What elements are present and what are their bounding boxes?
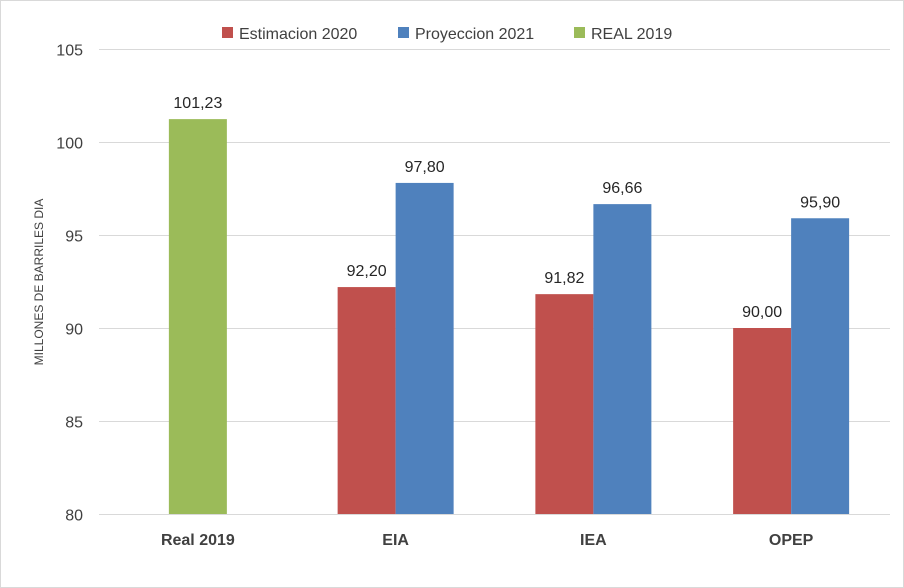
bar-real-2019 [168, 119, 227, 514]
legend-label: REAL 2019 [591, 26, 672, 43]
bar-proyeccion-2021 [395, 182, 454, 515]
bar-estimacion-2020 [733, 328, 792, 514]
legend-swatch [398, 27, 409, 38]
axes: 80 85 90 95 100 105 Real 2019 EIA IEA OPEP [56, 43, 813, 550]
data-label: 92,20 [347, 263, 387, 280]
x-tick-label: EIA [382, 532, 409, 549]
y-tick-label: 95 [65, 229, 83, 246]
gridlines [99, 49, 890, 515]
bar-estimacion-2020 [337, 287, 396, 514]
data-labels: 101,23 92,20 97,80 91,82 96,66 90,00 95,90 [173, 95, 840, 321]
legend-label: Estimacion 2020 [239, 26, 357, 43]
legend: Estimacion 2020 Proyeccion 2021 REAL 2019 [222, 26, 672, 43]
x-tick-label: OPEP [769, 532, 814, 549]
bars [168, 119, 850, 515]
bar-estimacion-2020 [535, 294, 594, 514]
data-label: 96,66 [602, 180, 642, 197]
y-tick-label: 105 [56, 43, 83, 60]
legend-swatch [574, 27, 585, 38]
y-tick-label: 85 [65, 415, 83, 432]
data-label: 91,82 [544, 270, 584, 287]
y-tick-label: 80 [65, 508, 83, 525]
y-tick-label: 90 [65, 322, 83, 339]
y-axis-title: MILLONES DE BARRILES DIA [32, 199, 46, 366]
x-tick-label: IEA [580, 532, 607, 549]
x-tick-label: Real 2019 [161, 532, 235, 549]
bar-proyeccion-2021 [593, 204, 652, 514]
y-tick-label: 100 [56, 136, 83, 153]
bar-proyeccion-2021 [791, 218, 850, 514]
data-label: 95,90 [800, 194, 840, 211]
data-label: 90,00 [742, 304, 782, 321]
legend-swatch [222, 27, 233, 38]
legend-label: Proyeccion 2021 [415, 26, 534, 43]
data-label: 101,23 [173, 95, 222, 112]
data-label: 97,80 [405, 159, 445, 176]
